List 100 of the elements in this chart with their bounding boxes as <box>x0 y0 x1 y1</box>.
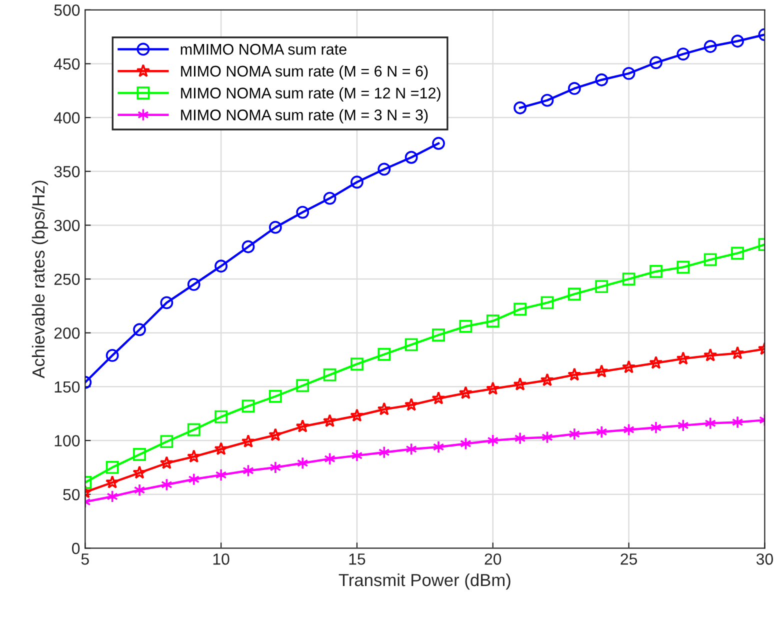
point <box>160 296 174 310</box>
point <box>404 338 418 352</box>
point <box>731 246 744 260</box>
point <box>704 40 717 53</box>
point <box>704 416 716 430</box>
point <box>540 94 554 107</box>
point <box>187 423 200 436</box>
point <box>214 260 228 273</box>
point <box>542 430 553 444</box>
x-tick-label: 30 <box>756 553 773 565</box>
point <box>188 472 200 486</box>
point <box>432 440 444 454</box>
point <box>406 442 418 456</box>
point <box>133 323 146 336</box>
legend-label: mMIMO NOMA sum rate <box>180 44 346 55</box>
point <box>350 408 364 422</box>
point <box>242 240 255 254</box>
point <box>296 206 310 219</box>
point <box>622 272 636 286</box>
point <box>160 435 174 448</box>
point <box>432 136 445 150</box>
point <box>160 478 172 492</box>
point <box>322 414 337 428</box>
point <box>486 314 500 328</box>
point <box>540 373 554 386</box>
point <box>460 437 472 450</box>
point <box>514 302 527 316</box>
x-tick-label: 10 <box>213 553 230 565</box>
point <box>241 434 256 448</box>
point <box>378 446 390 459</box>
point <box>106 460 119 474</box>
point <box>730 346 744 360</box>
point <box>487 434 499 447</box>
point <box>404 398 418 411</box>
point <box>377 402 391 416</box>
point <box>106 490 118 503</box>
point <box>432 391 446 404</box>
point <box>432 328 445 342</box>
y-tick-label: 50 <box>63 488 80 500</box>
point <box>514 101 527 114</box>
point <box>106 349 119 362</box>
point <box>623 423 635 436</box>
point <box>677 418 689 432</box>
point <box>568 288 581 301</box>
point <box>568 82 581 95</box>
point <box>378 348 391 361</box>
legend-label: MIMO NOMA sum rate (M = 6 N = 6) <box>181 65 428 80</box>
point <box>187 278 200 291</box>
point <box>704 253 717 266</box>
point <box>650 56 662 70</box>
point <box>105 475 120 488</box>
point <box>622 360 636 374</box>
y-tick-label: 350 <box>54 166 80 178</box>
point <box>676 48 690 60</box>
point <box>703 348 718 362</box>
point <box>650 265 662 278</box>
point <box>215 468 227 482</box>
y-tick-label: 300 <box>54 220 80 232</box>
point <box>378 162 391 176</box>
point <box>268 390 282 403</box>
point <box>187 450 201 463</box>
legend-label: MIMO NOMA sum rate (M = 12 N =12) <box>181 87 440 102</box>
point <box>568 368 582 381</box>
point <box>514 432 526 445</box>
y-tick-label: 250 <box>54 274 80 285</box>
y-tick-label: 150 <box>54 381 80 393</box>
point <box>459 320 472 333</box>
point <box>133 448 146 461</box>
point <box>350 176 364 189</box>
y-tick-label: 450 <box>54 58 80 70</box>
point <box>296 379 310 392</box>
point <box>214 410 228 424</box>
point <box>270 460 282 474</box>
point <box>268 220 282 234</box>
point <box>676 352 690 365</box>
point <box>323 192 336 205</box>
y-tick-label: 200 <box>54 327 80 339</box>
point <box>676 260 690 274</box>
x-tick-label: 15 <box>349 554 366 565</box>
point <box>351 449 363 462</box>
point <box>458 386 473 400</box>
y-tick-label: 400 <box>54 112 80 124</box>
point <box>650 421 662 434</box>
point <box>596 425 608 438</box>
point <box>242 464 254 478</box>
point <box>649 356 663 369</box>
legend-label: MIMO NOMA sum rate (M = 3 N = 3) <box>181 109 428 124</box>
x-tick-label: 20 <box>484 553 502 565</box>
point <box>404 150 418 164</box>
point <box>595 73 608 86</box>
point <box>595 280 608 294</box>
point <box>242 400 255 413</box>
point <box>296 419 310 432</box>
point <box>268 428 282 442</box>
point <box>324 452 336 466</box>
point <box>214 442 228 456</box>
point <box>486 382 500 395</box>
point <box>132 466 146 479</box>
y-tick-label: 100 <box>54 435 80 446</box>
x-tick-label: 25 <box>620 553 638 565</box>
